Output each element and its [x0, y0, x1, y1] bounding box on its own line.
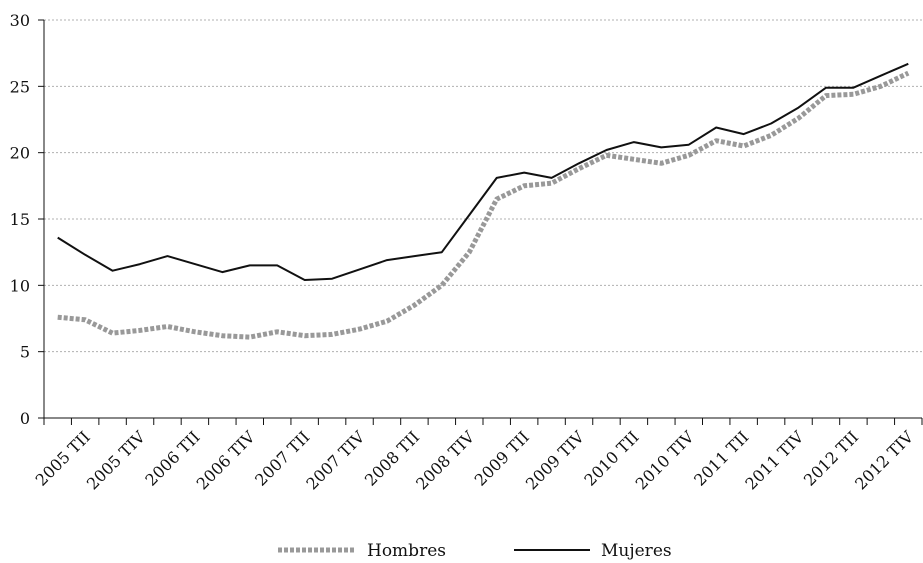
y-tick-label-25: 25: [10, 77, 30, 96]
y-tick-label-5: 5: [20, 343, 30, 362]
legend-label-mujeres: Mujeres: [601, 541, 672, 561]
x-tick-label: 2012 TIV: [851, 427, 917, 493]
y-tick-label-15: 15: [10, 210, 30, 229]
series-lines: [57, 62, 910, 340]
y-tick-label-10: 10: [10, 276, 30, 295]
legend: Hombres Mujeres: [278, 541, 672, 561]
x-tick-label: 2010 TIV: [632, 427, 698, 493]
legend-label-hombres: Hombres: [367, 541, 446, 561]
y-axis: 0 5 10 15 20 25 30: [10, 11, 45, 428]
series-line-mujeres: [57, 62, 909, 281]
x-tick-label: 2011 TIV: [741, 427, 807, 493]
y-tick-label-30: 30: [10, 11, 30, 30]
x-tick-label: 2005 TIV: [83, 427, 149, 493]
gridlines: [44, 19, 922, 353]
x-tick-label: 2006 TIV: [193, 427, 259, 493]
x-tick-label: 2008 TIV: [412, 427, 478, 493]
y-tick-label-0: 0: [20, 409, 30, 428]
x-tick-label: 2007 TIV: [302, 427, 368, 493]
series-line-hombres: [57, 70, 910, 340]
y-tick-label-20: 20: [10, 144, 30, 163]
x-tick-label: 2009 TIV: [522, 427, 588, 493]
